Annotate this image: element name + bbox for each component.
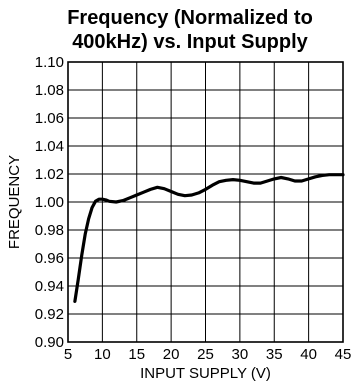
y-tick-label: 1.00 [35,194,64,211]
x-tick-label: 25 [197,346,214,363]
y-axis-title: FREQUENCY [6,155,23,249]
chart-title: Frequency (Normalized to 400kHz) vs. Inp… [40,6,340,54]
y-tick-label: 1.10 [35,54,64,71]
x-tick-label: 40 [300,346,317,363]
y-tick-label: 0.98 [35,222,64,239]
x-tick-label: 5 [64,346,72,363]
chart-title-line-2: 400kHz) vs. Input Supply [72,31,308,53]
x-tick-label: 30 [232,346,249,363]
x-tick-label: 10 [94,346,111,363]
plot-frame [67,61,344,343]
x-axis-title: INPUT SUPPLY (V) [140,365,271,382]
y-tick-label: 0.94 [35,278,64,295]
series-line [73,173,345,303]
y-tick-label: 1.06 [35,110,64,127]
x-tick-label: 45 [335,346,352,363]
x-tick-label: 35 [266,346,283,363]
y-tick-label: 1.08 [35,82,64,99]
x-tick-label: 20 [163,346,180,363]
y-tick-label: 0.90 [35,334,64,351]
grid [68,62,343,342]
y-tick-label: 1.04 [35,138,64,155]
y-tick-label: 0.92 [35,306,64,323]
y-tick-label: 1.02 [35,166,64,183]
x-tick-label: 15 [128,346,145,363]
chart-title-line-1: Frequency (Normalized to [67,7,313,29]
y-axis-ticks: 0.90 0.92 0.94 0.96 0.98 1.00 1.02 1.04 1.06 1.08… [35,54,64,351]
x-axis-ticks: 5 10 15 20 25 30 35 40 45 [64,346,352,363]
y-tick-label: 0.96 [35,250,64,267]
